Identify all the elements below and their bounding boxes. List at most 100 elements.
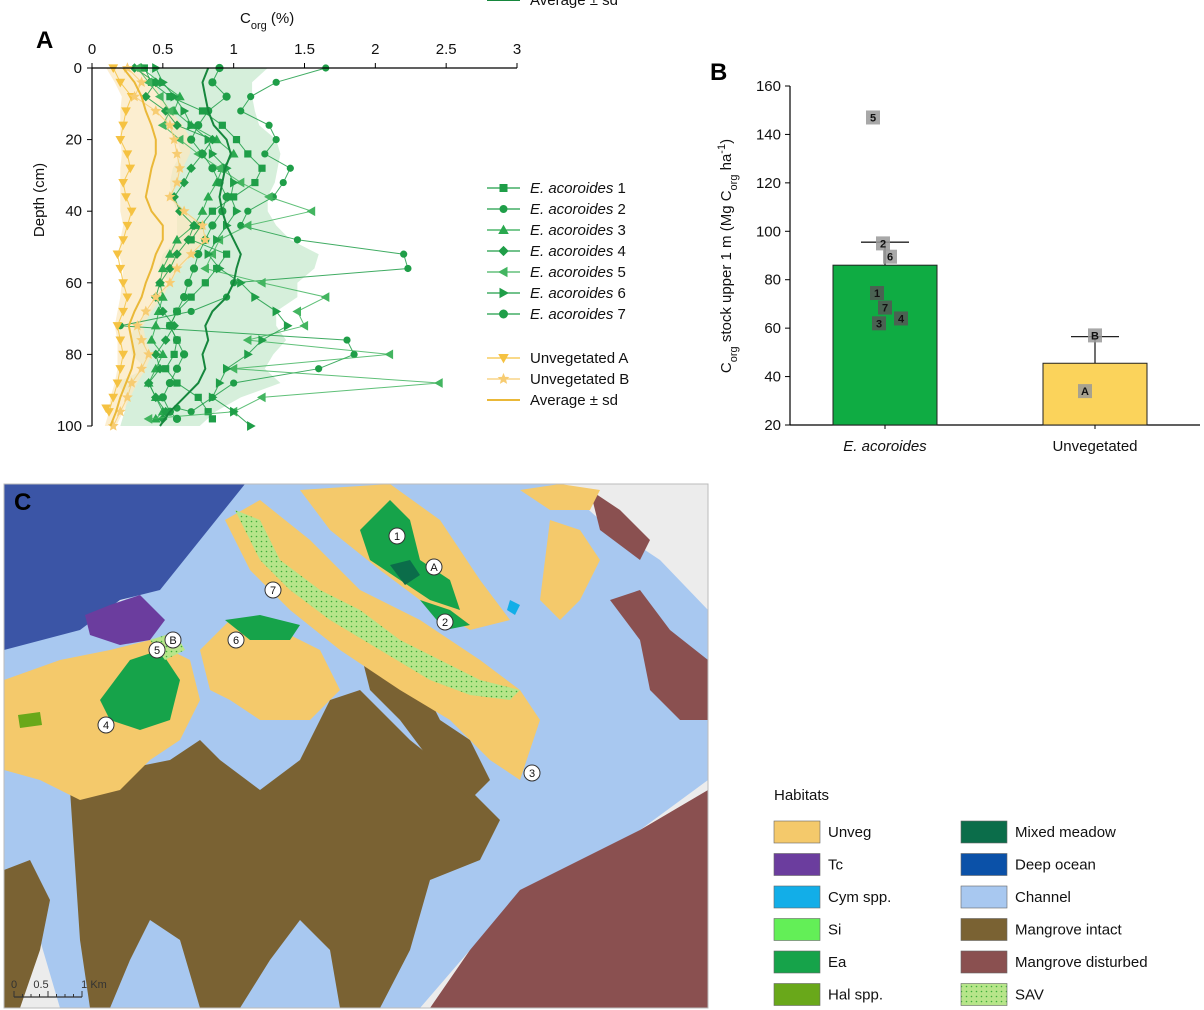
panel-a-x-tick-label: 0.5 bbox=[152, 41, 173, 58]
panel-a-point bbox=[126, 377, 138, 388]
panel-a-point bbox=[172, 234, 182, 244]
scale-bar-label: 0.5 bbox=[33, 979, 48, 991]
map-site-circle bbox=[425, 558, 443, 576]
map-frame bbox=[3, 483, 709, 1009]
map-legend-label: Ea bbox=[828, 954, 847, 971]
panel-a-point bbox=[125, 164, 136, 174]
panel-a-legend-marker bbox=[498, 224, 509, 235]
panel-a-point bbox=[258, 335, 268, 345]
panel-b-x-tick-label: Unvegetated bbox=[1052, 438, 1137, 455]
map-legend-entry: Channel bbox=[960, 885, 1071, 909]
panel-a-point bbox=[208, 149, 218, 159]
panel-a-point bbox=[187, 307, 195, 316]
panel-b-bars: E. acoroides 5 26 174 3 Unvegetated B A bbox=[832, 110, 1148, 455]
panel-b-ylabel: Corg stock upper 1 m (Mg Corg ha-1) bbox=[716, 139, 740, 373]
panel-b-point bbox=[883, 249, 897, 264]
panel-a-point bbox=[172, 249, 182, 259]
map-site-label: 5 bbox=[154, 645, 160, 657]
panel-a-point bbox=[171, 262, 183, 274]
map-legend-label: Cym spp. bbox=[828, 889, 891, 906]
panel-b-bar-group: E. acoroides 5 26 174 3 bbox=[832, 110, 938, 455]
panel-a-point bbox=[170, 350, 178, 359]
panel-a-point bbox=[256, 392, 266, 403]
panel-a-point bbox=[264, 191, 273, 202]
panel-a-point bbox=[174, 162, 186, 173]
panel-a-point bbox=[179, 293, 189, 302]
panel-b-y-tick-label: 20 bbox=[764, 417, 781, 434]
panel-a-point bbox=[158, 393, 167, 402]
panel-a-point bbox=[122, 150, 133, 159]
scale-bar-label: 1 Km bbox=[81, 979, 107, 991]
panel-b-point-label: 5 bbox=[870, 112, 876, 124]
panel-a-point bbox=[293, 236, 302, 244]
panel-a-point bbox=[232, 206, 242, 217]
panel-a-legend-label: Unvegetated B bbox=[530, 371, 629, 388]
panel-a-y-tick-label: 80 bbox=[65, 346, 82, 363]
panel-a-legend-entry: Average ± sd bbox=[487, 0, 618, 9]
map-mangrove-intact-3 bbox=[4, 860, 50, 1008]
panel-a-point bbox=[150, 105, 162, 116]
panel-b-y-tick-label: 100 bbox=[756, 223, 781, 240]
panel-a-legend-entry: Unvegetated A bbox=[487, 350, 628, 367]
panel-a-point bbox=[299, 320, 309, 331]
scale-bar-label: 0 bbox=[11, 979, 17, 991]
panel-a-legend-entry: E. acoroides 2 bbox=[487, 201, 626, 218]
panel-a-point bbox=[204, 249, 214, 260]
map-unveg-5 bbox=[540, 520, 600, 620]
map-legend-title: Habitats bbox=[774, 787, 829, 804]
panel-a-point bbox=[185, 248, 197, 259]
panel-a-y-tick-label: 60 bbox=[65, 275, 82, 292]
panel-a-point bbox=[197, 206, 208, 215]
panel-a-series-8 bbox=[159, 67, 242, 427]
map-site-7: 7 bbox=[264, 581, 282, 599]
panel-a-point bbox=[215, 378, 225, 388]
map-site-circle bbox=[264, 581, 282, 599]
panel-a-point bbox=[170, 91, 180, 102]
map-legend-label: Tc bbox=[828, 857, 844, 874]
panel-a-legend-label: E. acoroides 1 bbox=[530, 180, 626, 197]
map-mangrove-disturbed bbox=[430, 790, 708, 1008]
panel-a-point bbox=[208, 207, 217, 215]
map-site-B: B bbox=[164, 631, 182, 649]
panel-a-point bbox=[112, 250, 123, 260]
map-site-A: A bbox=[425, 558, 443, 576]
panel-a-point bbox=[200, 263, 209, 274]
map-ea-2 bbox=[100, 650, 180, 730]
panel-a-point bbox=[115, 135, 126, 145]
panel-a-point bbox=[150, 392, 161, 403]
panel-a-point bbox=[222, 92, 231, 101]
map-mangrove-disturbed-edge bbox=[610, 590, 708, 720]
panel-a-point bbox=[150, 320, 161, 330]
panel-a-point bbox=[171, 176, 183, 188]
map-site-label: 3 bbox=[529, 768, 535, 780]
map-legend-label: Channel bbox=[1015, 889, 1071, 906]
panel-a-legend-marker bbox=[498, 309, 508, 319]
map-legend-swatch bbox=[960, 983, 1008, 1006]
panel-a-point bbox=[164, 119, 176, 130]
map-legend-swatch bbox=[960, 950, 1008, 974]
map-site-circle bbox=[97, 716, 115, 734]
panel-a-point bbox=[244, 207, 252, 215]
panel-a-point bbox=[172, 364, 182, 373]
panel-a-legend-marker bbox=[498, 266, 508, 278]
map-site-6: 6 bbox=[227, 631, 245, 649]
panel-a-point bbox=[244, 349, 253, 360]
panel-a-point bbox=[118, 236, 129, 245]
panel-a-legend-label: Average ± sd bbox=[530, 0, 618, 9]
panel-a-point bbox=[199, 234, 211, 245]
map-legend-entry: Deep ocean bbox=[960, 853, 1096, 876]
map-legend-entry: Hal spp. bbox=[773, 983, 883, 1006]
map-site-label: 7 bbox=[270, 585, 276, 597]
map-legend-swatch bbox=[773, 885, 821, 909]
panel-a-legend-label: E. acoroides 6 bbox=[530, 285, 626, 302]
panel-a-point bbox=[174, 134, 184, 145]
panel-a-point bbox=[350, 350, 358, 358]
panel-a-point bbox=[258, 164, 266, 172]
panel-a-point bbox=[143, 77, 153, 88]
panel-a-legend-marker bbox=[497, 372, 510, 384]
panel-a-legend-entry: E. acoroides 7 bbox=[487, 306, 626, 323]
panel-a-point bbox=[230, 379, 238, 387]
map-site-label: 4 bbox=[103, 720, 109, 732]
panel-a-legend-label: E. acoroides 3 bbox=[530, 222, 626, 239]
map-mangrove-intact-1 bbox=[70, 690, 500, 1008]
